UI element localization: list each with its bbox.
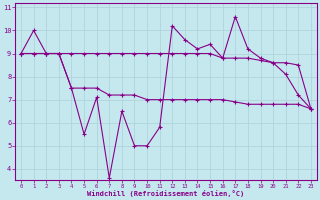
X-axis label: Windchill (Refroidissement éolien,°C): Windchill (Refroidissement éolien,°C) [87,190,244,197]
